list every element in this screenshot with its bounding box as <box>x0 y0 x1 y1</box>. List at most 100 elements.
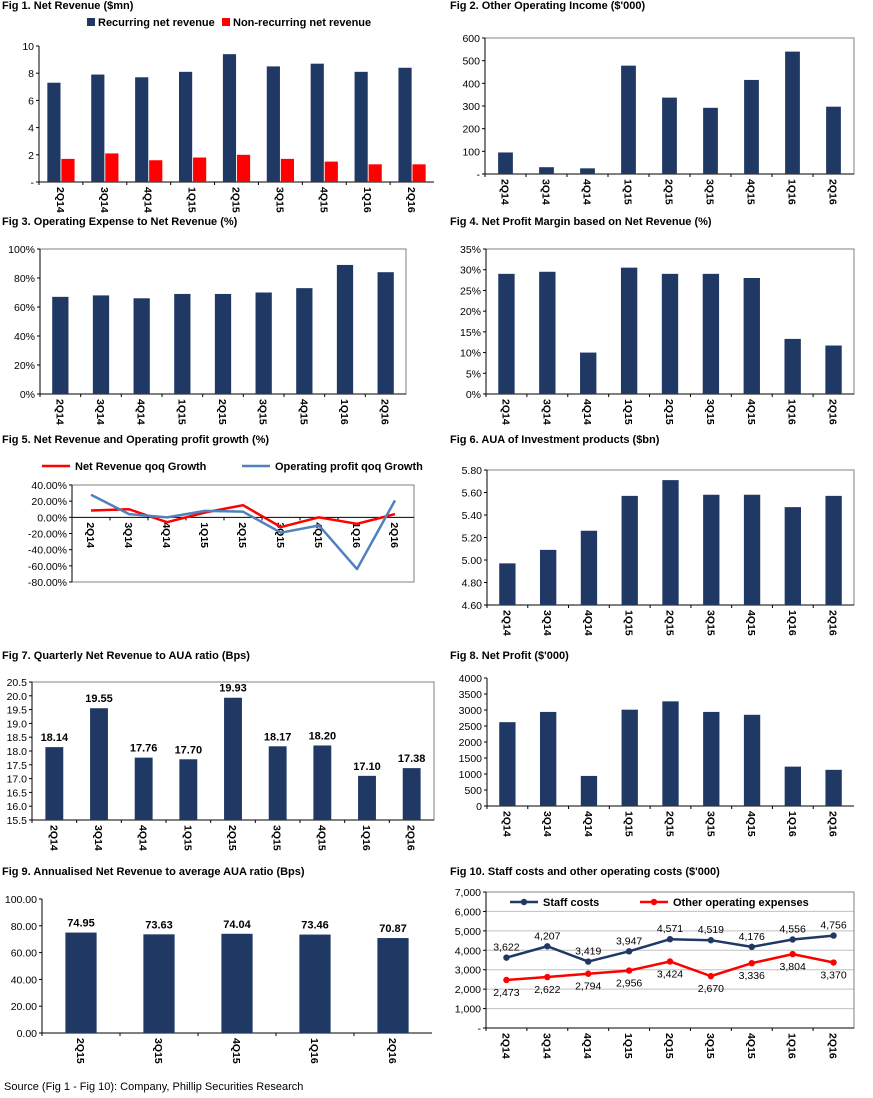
y-tick-label: -40.00% <box>28 545 67 557</box>
data-label: 3,370 <box>820 970 846 982</box>
bar <box>368 164 382 182</box>
x-tick-label: 3Q14 <box>540 399 552 425</box>
y-tick-label: 3500 <box>459 689 483 701</box>
series-marker <box>585 958 592 965</box>
x-tick-label: 1Q16 <box>786 179 798 205</box>
y-tick-label: 35% <box>460 244 481 256</box>
x-tick-label: 4Q15 <box>317 187 329 213</box>
data-label: 17.76 <box>130 743 158 755</box>
bar <box>52 296 69 394</box>
bar <box>92 295 110 394</box>
x-tick-label: 4Q15 <box>297 399 309 425</box>
aua-bar-chart: 4.60 4.80 5.00 5.20 5.40 5.60 5.80 2Q14 3Q14 4Q14… <box>462 465 855 636</box>
bar <box>539 167 554 174</box>
x-tick-label: 2Q16 <box>405 187 417 213</box>
series-marker <box>830 959 837 966</box>
bar <box>313 745 332 820</box>
y-tick-label: 40.00 <box>11 974 37 986</box>
y-tick-label: 40% <box>14 331 35 343</box>
bar <box>143 934 175 1033</box>
y-tick-label: 0% <box>466 389 481 401</box>
bar <box>133 298 150 394</box>
series-marker <box>748 959 755 967</box>
x-tick-label: 1Q15 <box>622 1033 634 1059</box>
series-marker <box>707 937 715 944</box>
x-tick-label: 2Q15 <box>663 179 675 205</box>
x-tick-label: 2Q16 <box>827 399 839 425</box>
x-tick-label: 1Q16 <box>338 399 350 425</box>
x-tick-label: 1Q15 <box>622 179 634 205</box>
y-tick-label: 5.80 <box>462 465 483 477</box>
y-tick-label: 2500 <box>459 721 483 733</box>
series-line <box>90 503 396 529</box>
bar <box>825 495 842 605</box>
y-tick-label: - <box>477 169 481 181</box>
data-label: 74.95 <box>67 918 95 930</box>
y-tick-label: 5.00 <box>462 555 483 567</box>
x-tick-label: 1Q15 <box>622 399 634 425</box>
bar <box>61 158 75 182</box>
bar <box>743 278 760 394</box>
bar <box>580 352 597 394</box>
series-marker <box>789 936 796 943</box>
x-tick-label: 3Q15 <box>704 610 716 636</box>
series-marker <box>544 973 551 981</box>
legend-label: Operating profit qoq Growth <box>275 461 423 473</box>
y-tick-label: 20.00% <box>31 496 67 508</box>
data-label: 3,622 <box>493 942 519 954</box>
y-tick-label: 5.20 <box>462 533 483 545</box>
bar <box>266 66 280 182</box>
bar <box>255 292 272 394</box>
y-tick-label: 20.5 <box>7 677 28 689</box>
bar <box>358 775 376 820</box>
y-tick-label: 1500 <box>459 753 483 765</box>
y-tick-label: 4.80 <box>462 578 483 590</box>
x-tick-label: 1Q16 <box>360 825 372 851</box>
y-tick-label: 2,000 <box>455 984 481 996</box>
annualised-ratio-bar-chart: 0.00 20.00 40.00 60.00 80.00 100.00 2Q15 3Q15 4Q… <box>5 894 432 1064</box>
bar <box>744 79 759 174</box>
series-marker <box>666 958 674 965</box>
bar <box>377 272 394 394</box>
staff-costs-line-chart: - 1,000 2,000 3,000 4,000 5,000 6,000 7,000 2Q14… <box>455 887 855 1059</box>
data-label: 17.10 <box>353 761 381 773</box>
series-marker <box>666 935 674 943</box>
bar <box>743 494 761 605</box>
y-tick-label: 18.5 <box>7 732 28 744</box>
x-tick-label: 3Q15 <box>274 522 286 548</box>
series-marker <box>503 954 510 961</box>
bar <box>703 711 720 806</box>
x-tick-label: 3Q14 <box>541 610 553 636</box>
net-profit-margin-bar-chart: 0% 5% 10% 15% 20% 25% 30% 35% 2Q14 3Q14 4Q14 1Q15 2Q… <box>460 244 855 425</box>
bar <box>91 74 105 182</box>
x-tick-label: 3Q14 <box>94 399 106 425</box>
data-label: 3,424 <box>657 968 683 980</box>
bar <box>580 530 598 605</box>
legend-marker <box>650 898 658 906</box>
bar <box>703 494 720 605</box>
x-tick-label: 3Q15 <box>271 825 283 851</box>
bar <box>45 747 64 820</box>
legend-swatch <box>222 18 230 26</box>
y-tick-label: 60.00 <box>11 948 37 960</box>
x-tick-label: 3Q15 <box>257 399 269 425</box>
bar <box>221 933 253 1033</box>
bar <box>90 708 108 820</box>
fig1-net-revenue: Fig 1. Net Revenue ($mn) - 2 4 6 8 10 2Q14 3Q14… <box>2 0 438 213</box>
fig6-aua: Fig 6. AUA of Investment products ($bn) … <box>450 434 873 636</box>
bar <box>299 934 331 1033</box>
x-tick-label: 1Q16 <box>350 522 362 548</box>
x-tick-label: 3Q15 <box>704 399 716 425</box>
fig3-opex-to-revenue: Fig 3. Operating Expense to Net Revenue … <box>2 216 438 430</box>
x-tick-label: 2Q15 <box>230 187 242 213</box>
chart-title: Fig 3. Operating Expense to Net Revenue … <box>2 216 238 228</box>
x-tick-label: 4Q15 <box>745 811 757 837</box>
bar <box>540 711 557 806</box>
data-label: 70.87 <box>379 923 407 935</box>
x-tick-label: 1Q15 <box>175 399 187 425</box>
y-tick-label: 18.0 <box>7 746 28 758</box>
bar <box>743 714 761 806</box>
x-tick-label: 2Q14 <box>499 179 511 205</box>
y-tick-label: 400 <box>462 78 480 90</box>
chart-title: Fig 6. AUA of Investment products ($bn) <box>450 434 660 446</box>
